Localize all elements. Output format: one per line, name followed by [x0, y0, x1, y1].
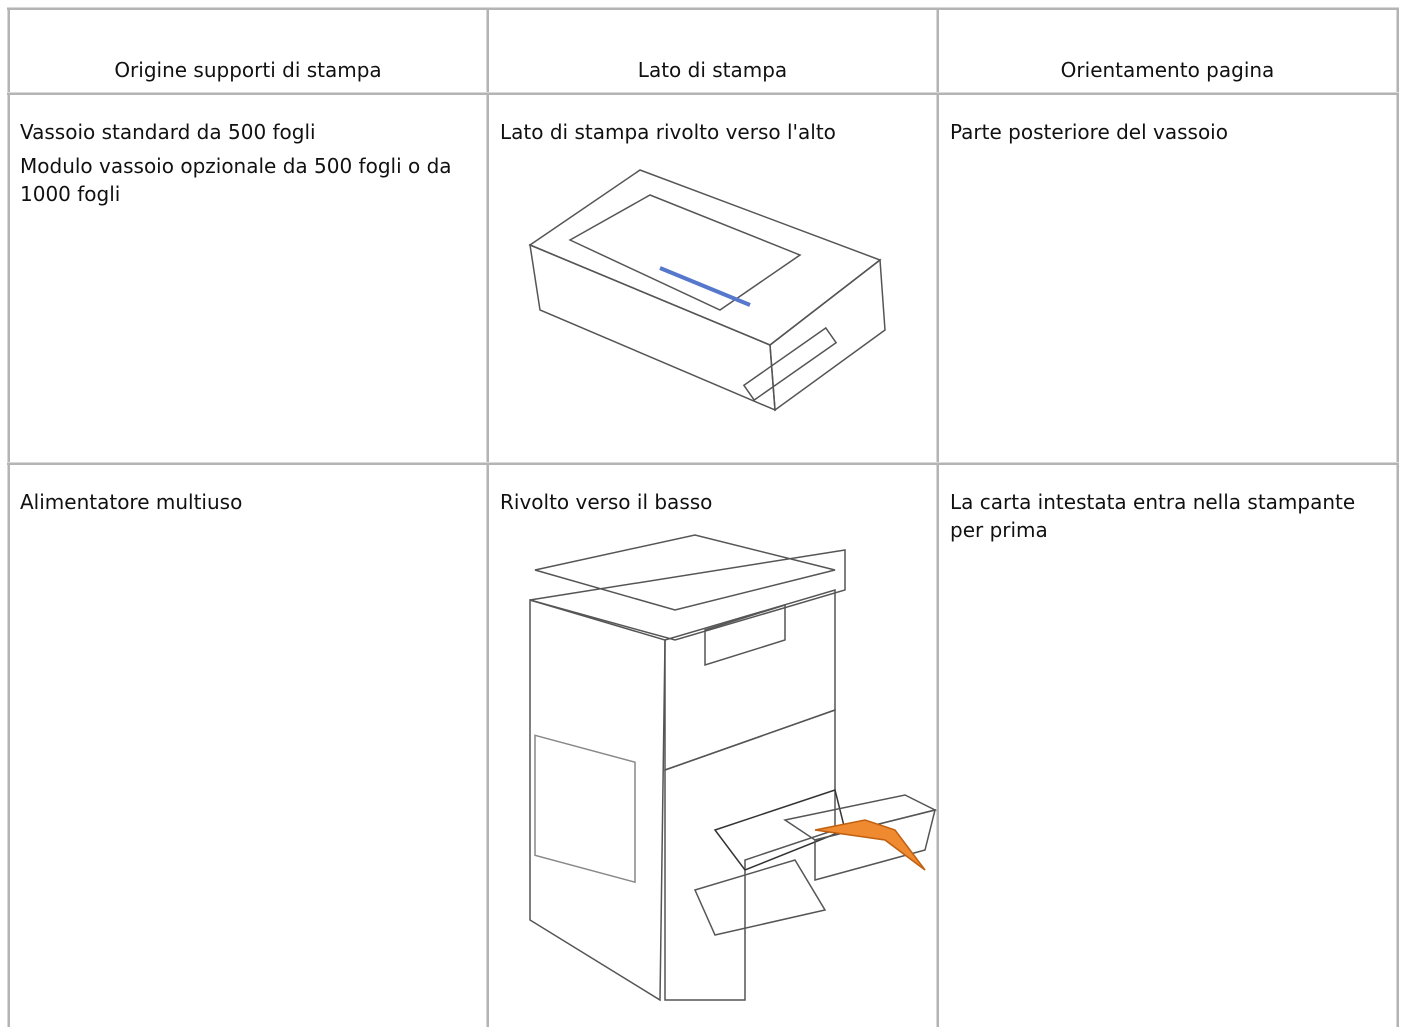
border [1396, 7, 1399, 1027]
border [7, 462, 1399, 465]
table-cell: La carta intestata entra nella stampante… [950, 488, 1380, 550]
border [486, 7, 489, 1027]
table-cell: Vassoio standard da 500 fogli Modulo vass… [20, 118, 460, 214]
cell-text: Modulo vassoio opzionale da 500 fogli o … [20, 154, 452, 206]
header-cell: Lato di stampa [637, 58, 788, 82]
header-cell: Orientamento pagina [1060, 58, 1275, 82]
cell-text: La carta intestata entra nella stampante… [950, 490, 1356, 542]
tray-illustration [528, 169, 886, 412]
cell-text: Vassoio standard da 500 fogli [20, 120, 316, 144]
header-cell: Origine supporti di stampa [114, 58, 382, 82]
table-cell: Alimentatore multiuso [20, 488, 460, 522]
cell-text: Lato di stampa rivolto verso l'alto [500, 120, 836, 144]
printer-illustration [529, 534, 938, 1002]
border [7, 7, 1399, 10]
table-cell: Parte posteriore del vassoio [950, 118, 1380, 152]
cell-text: Parte posteriore del vassoio [950, 120, 1228, 144]
table-cell: Lato di stampa rivolto verso l'alto [500, 118, 932, 152]
table-cell: Rivolto verso il basso [500, 488, 932, 522]
border [7, 7, 10, 1027]
border [936, 7, 939, 1027]
cell-text: Rivolto verso il basso [500, 490, 713, 514]
cell-text: Alimentatore multiuso [20, 490, 243, 514]
border [7, 92, 1399, 95]
